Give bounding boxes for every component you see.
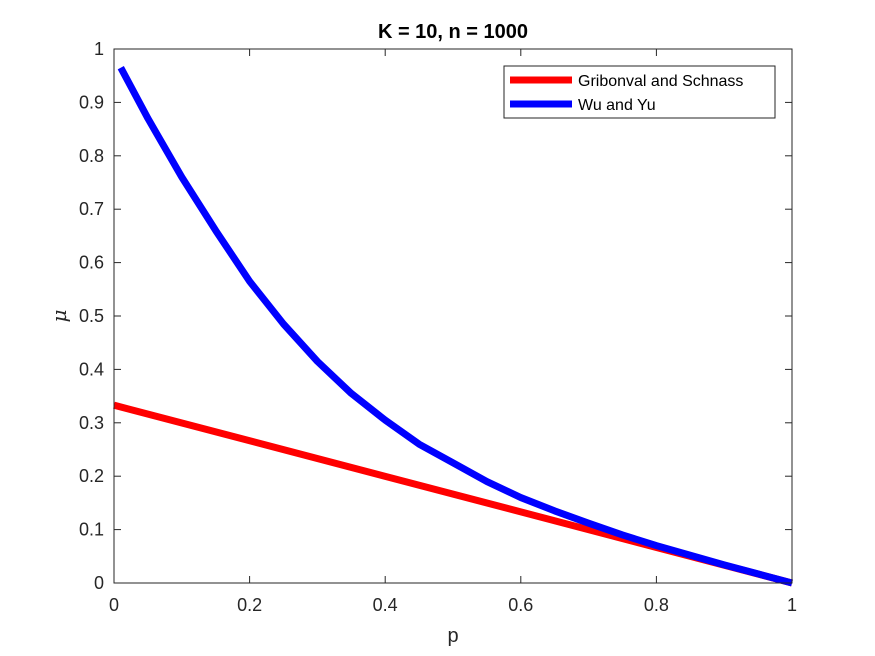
y-tick-label: 0.2 (79, 466, 104, 486)
y-tick-label: 0.8 (79, 146, 104, 166)
y-tick-label: 0.6 (79, 253, 104, 273)
y-tick-label: 0.3 (79, 413, 104, 433)
y-tick-label: 0.9 (79, 92, 104, 112)
y-tick-label: 0 (94, 573, 104, 593)
y-axis-label: μ (47, 310, 71, 323)
y-tick-label: 0.1 (79, 520, 104, 540)
chart-title: K = 10, n = 1000 (378, 21, 528, 43)
y-tick-label: 0.7 (79, 199, 104, 219)
x-axis-label: p (447, 625, 458, 647)
x-tick-label: 1 (787, 595, 797, 615)
x-tick-label: 0 (109, 595, 119, 615)
x-tick-label: 0.6 (508, 595, 533, 615)
x-tick-label: 0.4 (373, 595, 398, 615)
legend-label-gribonval-and-schnass: Gribonval and Schnass (578, 73, 743, 90)
y-tick-label: 1 (94, 39, 104, 59)
legend: Gribonval and Schnass Wu and Yu (503, 65, 776, 119)
series-line-wu-and-yu (117, 66, 793, 587)
x-tick-label: 0.8 (644, 595, 669, 615)
legend-box (503, 65, 776, 119)
tick-layer: 0 0.2 0.4 0.6 0.8 1 0 0.1 0.2 0.3 0.4 0.5 0.6 0.7 0.8 0… (79, 39, 797, 615)
x-tick-label: 0.2 (237, 595, 262, 615)
plot-area (114, 49, 792, 583)
series-layer (113, 66, 793, 587)
y-tick-label: 0.4 (79, 359, 104, 379)
legend-label-wu-and-yu: Wu and Yu (578, 97, 656, 114)
y-tick-label: 0.5 (79, 306, 104, 326)
